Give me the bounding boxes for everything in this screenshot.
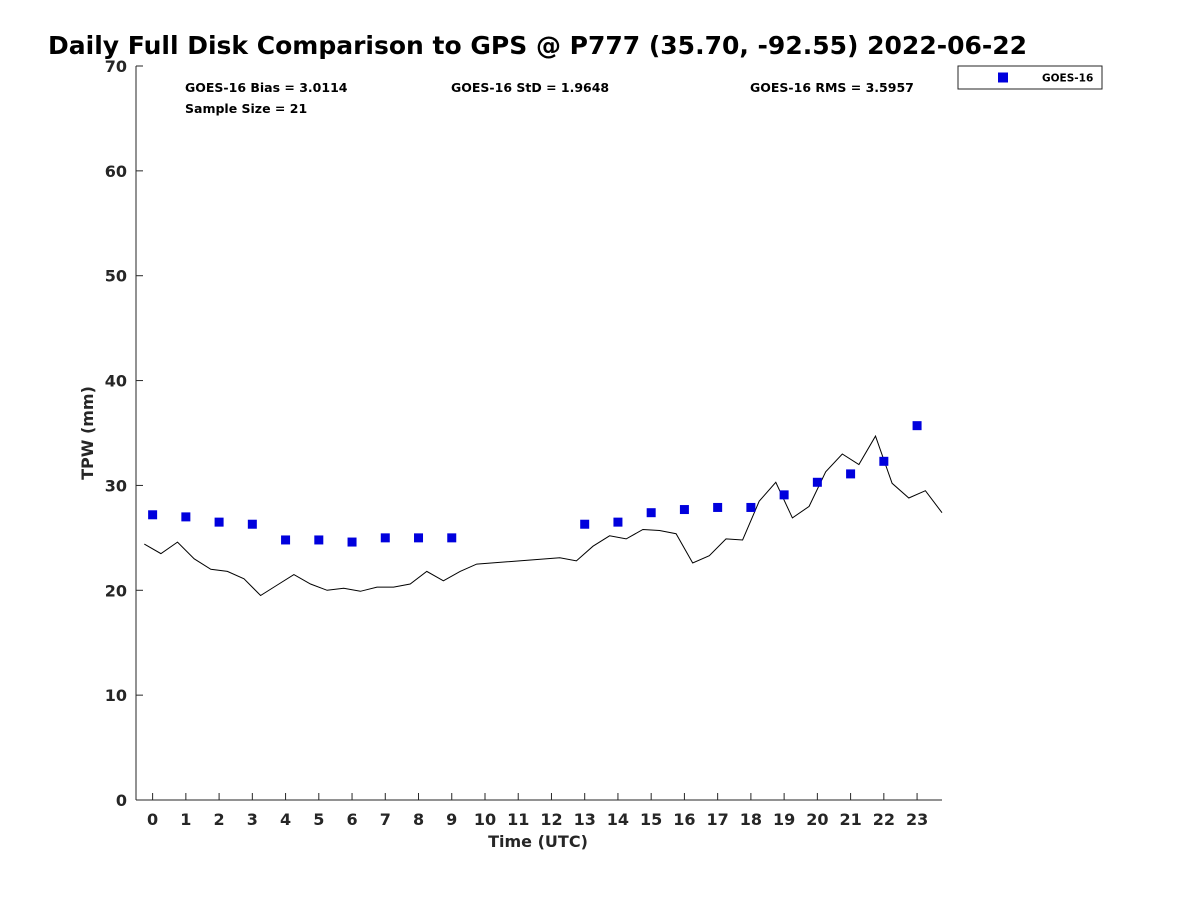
goes16-point (181, 512, 191, 522)
goes16-point (580, 519, 590, 529)
y-axis-label: TPW (mm) (78, 386, 97, 480)
y-tick-label: 30 (105, 476, 127, 495)
x-tick-label: 17 (707, 810, 729, 829)
x-tick-label: 7 (380, 810, 391, 829)
goes16-point (746, 502, 756, 512)
x-tick-label: 16 (673, 810, 695, 829)
goes16-point (613, 517, 623, 527)
goes16-point (414, 533, 424, 543)
x-tick-label: 0 (147, 810, 158, 829)
x-axis-label: Time (UTC) (488, 832, 588, 851)
x-tick-label: 8 (413, 810, 424, 829)
legend: GOES-16 (957, 65, 1103, 90)
chart-title: Daily Full Disk Comparison to GPS @ P777… (48, 31, 1027, 60)
x-tick-label: 20 (806, 810, 828, 829)
legend-box (957, 65, 1103, 90)
y-tick-label: 40 (105, 372, 127, 391)
legend-marker-goes16 (998, 72, 1008, 83)
goes16-point (214, 517, 224, 527)
plot-axes (135, 66, 942, 801)
x-tick-label: 1 (180, 810, 191, 829)
plot-series (144, 421, 943, 597)
goes16-point (912, 421, 922, 431)
x-tick-label: 12 (540, 810, 562, 829)
goes16-point (247, 519, 257, 529)
stat-std: GOES-16 StD = 1.9648 (451, 80, 609, 95)
x-tick-label: 3 (247, 810, 258, 829)
stat-bias: GOES-16 Bias = 3.0114 (185, 80, 348, 95)
y-tick-label: 70 (105, 57, 127, 76)
x-tick-label: 15 (640, 810, 662, 829)
x-tick-label: 13 (574, 810, 596, 829)
x-tick-label: 19 (773, 810, 795, 829)
x-tick-label: 23 (906, 810, 928, 829)
x-tick-label: 2 (214, 810, 225, 829)
stat-rms: GOES-16 RMS = 3.5957 (750, 80, 914, 95)
goes16-point (314, 535, 324, 545)
goes16-point (879, 456, 889, 466)
y-tick-label: 50 (105, 267, 127, 286)
x-tick-label: 21 (839, 810, 861, 829)
goes16-point (447, 533, 457, 543)
goes16-point (380, 533, 390, 543)
y-tick-label: 20 (105, 581, 127, 600)
x-tick-label: 18 (740, 810, 762, 829)
goes16-point (646, 508, 656, 518)
x-tick-label: 11 (507, 810, 529, 829)
x-tick-label: 4 (280, 810, 291, 829)
x-tick-label: 22 (873, 810, 895, 829)
y-tick-label: 60 (105, 162, 127, 181)
goes16-point (347, 537, 357, 547)
y-tick-label: 0 (116, 791, 127, 810)
goes16-point (148, 510, 158, 520)
goes16-point (281, 535, 291, 545)
stat-sample-size: Sample Size = 21 (185, 101, 307, 116)
goes16-point (679, 505, 689, 515)
x-tick-label: 14 (607, 810, 629, 829)
goes16-point (812, 477, 822, 487)
x-tick-label: 5 (313, 810, 324, 829)
x-tick-label: 6 (346, 810, 357, 829)
legend-label-goes16: GOES-16 (1042, 73, 1093, 85)
goes16-point (713, 502, 723, 512)
goes16-point (779, 490, 789, 500)
x-tick-label: 9 (446, 810, 457, 829)
x-tick-label: 10 (474, 810, 496, 829)
y-tick-label: 10 (105, 686, 127, 705)
gps-tpw-line (144, 434, 943, 597)
goes16-point (846, 469, 856, 479)
